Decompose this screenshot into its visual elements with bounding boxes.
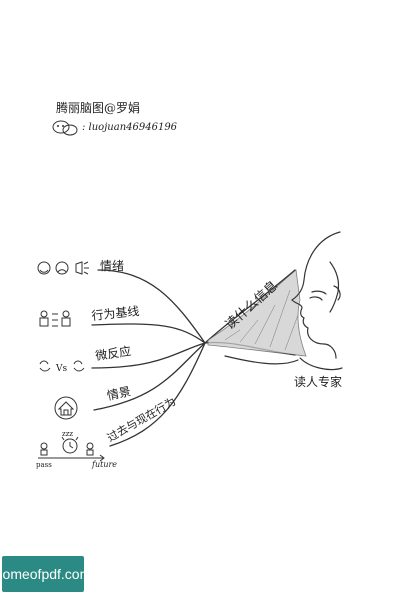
branch-line-past — [109, 342, 206, 447]
author-credit: 腾丽脑图@罗娟 — [56, 101, 141, 115]
zzz-text: zzz — [62, 430, 73, 438]
shaded-funnel — [207, 269, 307, 357]
branch-line-baseline — [91, 323, 206, 344]
alarm-clock-timeline-icon — [38, 436, 105, 462]
branch-line-center-upper — [204, 269, 296, 344]
branch-line-scene — [93, 342, 206, 411]
vs-text: Vs — [55, 364, 67, 374]
branch-label-scene: 情景 — [106, 384, 132, 403]
branch-label-micro: 微反应 — [94, 343, 132, 363]
funnel-hatching — [224, 289, 299, 351]
wechat-icon — [52, 120, 78, 136]
faces-vs-icon — [39, 360, 85, 372]
wechat-id: : luojuan46946196 — [82, 122, 178, 133]
branch-label-baseline: 行为基线 — [91, 304, 140, 323]
branch-label-emotion: 情绪 — [100, 259, 124, 273]
face-profile-icon — [224, 231, 343, 371]
branch-line-emotion — [97, 269, 206, 344]
person-caption: 读人专家 — [294, 374, 342, 389]
face-emotions-megaphone-icon — [37, 261, 89, 275]
timeline-end-label: future — [91, 460, 117, 469]
people-baseline-icon — [39, 310, 71, 327]
timeline-start-label: pass — [36, 461, 52, 469]
branch-line-micro — [91, 342, 206, 369]
branch-label-past: 过去与现在行为 — [105, 395, 178, 445]
watermark-badge[interactable]: homeofpdf.com — [0, 556, 91, 592]
house-circle-icon — [54, 396, 78, 420]
